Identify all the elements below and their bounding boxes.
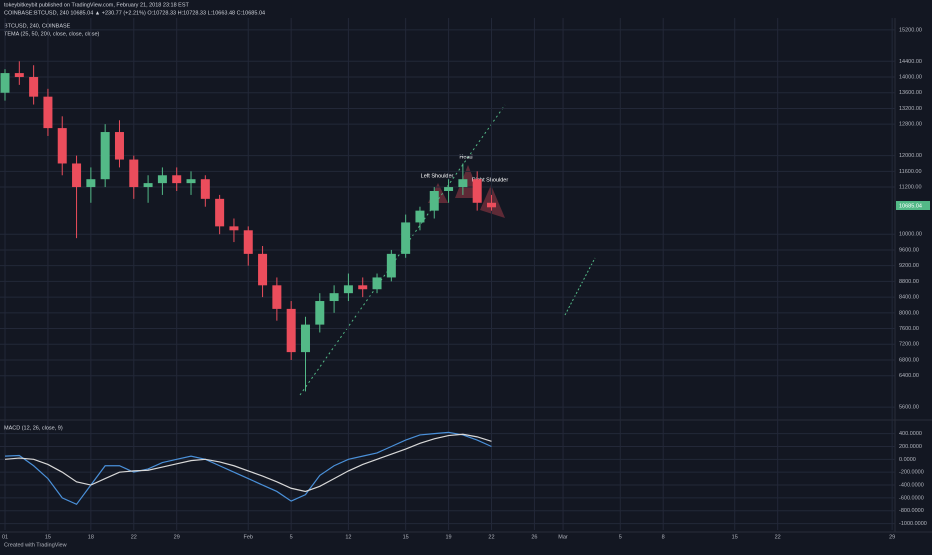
y-tick-label: 7600.00 — [899, 326, 919, 332]
projection-arrow — [564, 257, 596, 316]
y-tick-label: 400.0000 — [899, 431, 922, 437]
candle-body — [172, 175, 182, 184]
y-tick-label: -1000.0000 — [899, 521, 927, 527]
x-tick-label: 8 — [662, 534, 665, 540]
candle-body — [401, 222, 411, 254]
candle-body — [315, 301, 325, 325]
candle-body — [100, 132, 110, 180]
candle-body — [243, 230, 253, 254]
x-tick-label: 22 — [488, 534, 494, 540]
last-price-label: 10685.04 — [899, 203, 922, 209]
x-tick-label: 22 — [775, 534, 781, 540]
symbol: BTCUSD, 240, COINBASE — [4, 23, 71, 29]
candle-body — [458, 179, 468, 188]
x-tick-label: 15 — [732, 534, 738, 540]
candle-body — [0, 73, 10, 93]
candle-body — [86, 179, 96, 188]
candle-body — [415, 210, 425, 223]
footer: Created with TradingView — [4, 542, 67, 548]
x-tick-label: Feb — [244, 534, 253, 540]
y-tick-label: 8400.00 — [899, 295, 919, 301]
x-tick-label: 15 — [403, 534, 409, 540]
candle-body — [157, 175, 167, 184]
candle-body — [372, 277, 382, 290]
macd-line — [4, 433, 492, 493]
y-tick-label: 6400.00 — [899, 373, 919, 379]
candle-body — [14, 73, 24, 78]
y-tick-label: 13200.00 — [899, 106, 922, 112]
y-tick-label: -200.0000 — [899, 470, 924, 476]
x-tick-label: 19 — [446, 534, 452, 540]
y-tick-label: 10000.00 — [899, 232, 922, 238]
y-tick-label: 12800.00 — [899, 122, 922, 128]
candle-body — [300, 324, 310, 353]
quote: COINBASE:BTCUSD, 240 10685.04 ▲ +230.77 … — [4, 10, 265, 16]
x-tick-label: 29 — [889, 534, 895, 540]
macd-line — [4, 431, 492, 506]
candle-body — [186, 179, 196, 184]
x-tick-label: Mar — [558, 534, 568, 540]
x-tick-label: 22 — [131, 534, 137, 540]
candle-body — [272, 285, 282, 309]
y-tick-label: 200.0000 — [899, 444, 922, 450]
y-tick-label: -800.0000 — [899, 508, 924, 514]
candle-body — [429, 190, 439, 211]
candle-body — [258, 253, 268, 286]
y-tick-label: 9200.00 — [899, 263, 919, 269]
publisher: tokeybitkeybit published on TradingView.… — [4, 2, 190, 8]
indicator: TEMA (25, 50, 200, close, close, close) — [4, 31, 100, 37]
right-shoulder-label: Right Shoulder — [472, 177, 509, 183]
y-tick-label: 14400.00 — [899, 59, 922, 65]
left-shoulder-label: Left Shoulder — [421, 173, 454, 179]
x-tick-label: 5 — [619, 534, 622, 540]
candle-body — [57, 128, 67, 164]
y-tick-label: 12000.00 — [899, 153, 922, 159]
y-tick-label: 8800.00 — [899, 279, 919, 285]
candle-body — [200, 179, 210, 199]
candle-body — [343, 285, 353, 294]
y-tick-label: 14000.00 — [899, 74, 922, 80]
pane-title: MACD (12, 26, close, 9) — [4, 425, 63, 431]
candle-body — [114, 132, 124, 160]
y-tick-label: -600.0000 — [899, 495, 924, 501]
x-tick-label: 01 — [2, 534, 8, 540]
y-tick-label: 6800.00 — [899, 357, 919, 363]
x-tick-label: 29 — [174, 534, 180, 540]
x-tick-label: 26 — [531, 534, 537, 540]
y-tick-label: -400.0000 — [899, 482, 924, 488]
x-tick-label: 18 — [88, 534, 94, 540]
candle-body — [143, 183, 153, 188]
x-tick-label: 12 — [345, 534, 351, 540]
x-tick-label: 5 — [290, 534, 293, 540]
y-tick-label: 5600.00 — [899, 405, 919, 411]
candle-body — [229, 226, 239, 231]
candle-body — [72, 163, 82, 188]
y-tick-label: 0.0000 — [899, 457, 916, 463]
head-label: Head — [459, 154, 472, 160]
x-tick-label: 15 — [45, 534, 51, 540]
y-tick-label: 13600.00 — [899, 90, 922, 96]
candle-body — [444, 187, 454, 191]
candle-body — [358, 285, 368, 290]
candle-body — [215, 198, 225, 227]
candle-body — [286, 308, 296, 353]
candle-body — [43, 96, 53, 129]
candle-body — [329, 293, 339, 302]
y-tick-label: 9600.00 — [899, 247, 919, 253]
right-shoulder-shape — [480, 185, 505, 218]
candle-body — [29, 77, 39, 97]
candle-body — [486, 202, 496, 208]
y-tick-label: 11600.00 — [899, 169, 922, 175]
candle-body — [129, 159, 139, 188]
y-tick-label: 7200.00 — [899, 342, 919, 348]
last-price-box — [896, 201, 930, 210]
candle-body — [386, 253, 396, 278]
y-tick-label: 11200.00 — [899, 185, 922, 191]
candle-body — [472, 179, 482, 203]
y-tick-label: 15200.00 — [899, 27, 922, 33]
channel-line — [299, 104, 506, 396]
y-tick-label: 8000.00 — [899, 310, 919, 316]
